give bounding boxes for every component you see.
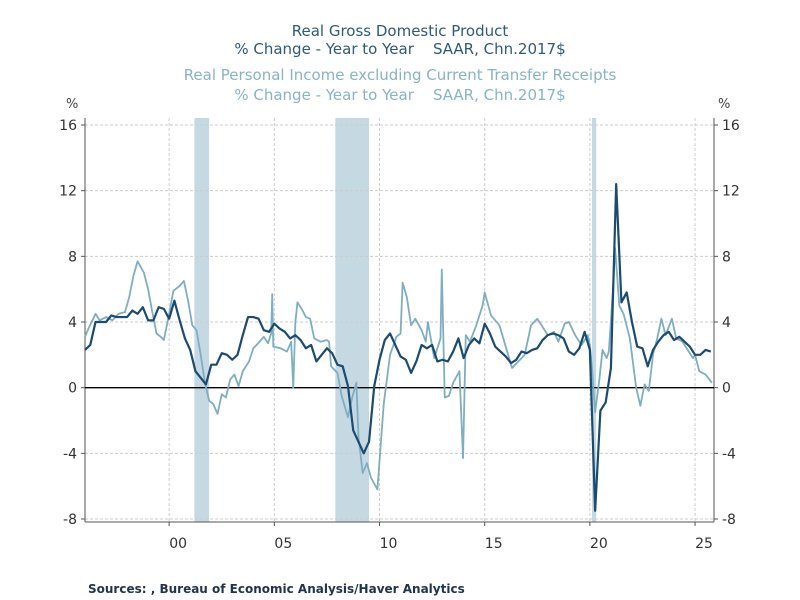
y-axis-label-left: % <box>66 97 79 112</box>
chart-subtitle-income: % Change - Year to Year SAAR, Chn.2017$ <box>234 86 566 104</box>
recession-band <box>591 118 597 522</box>
y-tick-label-left: 12 <box>59 184 77 200</box>
y-tick-label-right: -8 <box>722 512 736 528</box>
y-tick-label-right: -4 <box>722 446 736 462</box>
chart-subtitle-gdp: % Change - Year to Year SAAR, Chn.2017$ <box>234 40 566 58</box>
x-tick-label: 05 <box>274 536 292 552</box>
sources-note: Sources: , Bureau of Economic Analysis/H… <box>88 582 465 596</box>
y-tick-label-left: -4 <box>63 446 77 462</box>
x-tick-label: 20 <box>590 536 608 552</box>
x-tick-label: 10 <box>380 536 398 552</box>
y-axis-label-right: % <box>718 97 731 112</box>
y-tick-label-right: 16 <box>722 118 740 134</box>
x-tick-label: 15 <box>485 536 503 552</box>
y-tick-label-left: 16 <box>59 118 77 134</box>
chart-title-income: Real Personal Income excluding Current T… <box>183 66 617 84</box>
y-tick-label-right: 4 <box>722 315 731 331</box>
recession-band <box>194 118 210 522</box>
y-tick-label-right: 8 <box>722 249 731 265</box>
series-line-gdp <box>84 183 712 512</box>
x-tick-label: 25 <box>695 536 713 552</box>
series-line-income <box>84 247 713 491</box>
x-tick-label: 00 <box>169 536 187 552</box>
y-tick-label-left: 8 <box>68 249 77 265</box>
y-tick-label-left: 0 <box>68 381 77 397</box>
chart-title-gdp: Real Gross Domestic Product <box>291 22 509 40</box>
y-tick-label-right: 12 <box>722 184 740 200</box>
y-tick-label-left: 4 <box>68 315 77 331</box>
y-tick-label-left: -8 <box>63 512 77 528</box>
y-tick-label-right: 0 <box>722 381 731 397</box>
recession-band <box>335 118 369 522</box>
